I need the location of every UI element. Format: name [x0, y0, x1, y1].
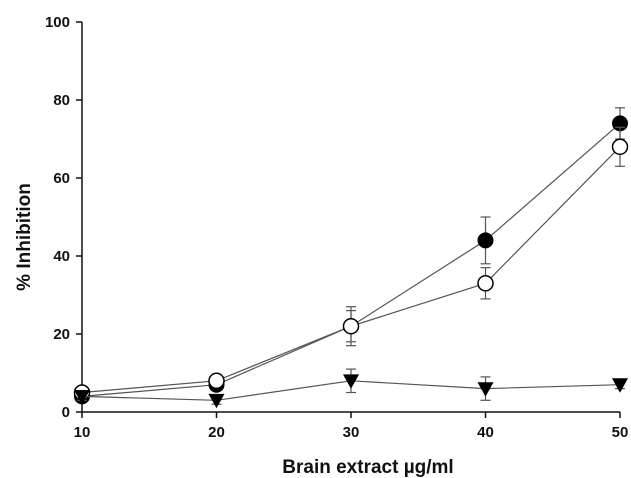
series-open-circle: [73, 126, 629, 401]
y-tick-label: 60: [53, 170, 70, 187]
series-line: [81, 146, 621, 394]
y-tick-label: 0: [62, 404, 70, 421]
data-point: [208, 372, 225, 390]
x-axis-title: Brain extract µg/ml: [282, 457, 453, 478]
y-tick-label: 80: [53, 92, 70, 109]
y-tick-label: 40: [53, 248, 70, 265]
data-point: [611, 138, 629, 156]
data-point: [342, 317, 360, 335]
x-tick-label: 50: [612, 424, 629, 441]
data-point: [477, 275, 494, 292]
y-axis-title: % Inhibition: [14, 183, 35, 291]
data-point: [208, 393, 225, 409]
x-tick-label: 20: [208, 424, 225, 441]
y-tick-label: 100: [45, 14, 70, 31]
series-line: [81, 122, 621, 397]
y-tick-label: 20: [53, 326, 70, 343]
x-tick-label: 40: [477, 424, 494, 441]
axes: 0 20 40 60 80 100 10 20 30 40 50: [45, 14, 628, 441]
data-point: [343, 374, 359, 389]
series-layer: [73, 107, 629, 409]
data-point: [477, 382, 494, 397]
x-tick-label: 30: [343, 424, 360, 441]
data-point: [477, 232, 494, 249]
data-point: [74, 390, 90, 405]
x-tick-label: 10: [74, 424, 91, 441]
series-filled-circle: [74, 107, 628, 405]
data-point: [612, 378, 628, 393]
series-filled-triangle-down: [74, 368, 628, 409]
